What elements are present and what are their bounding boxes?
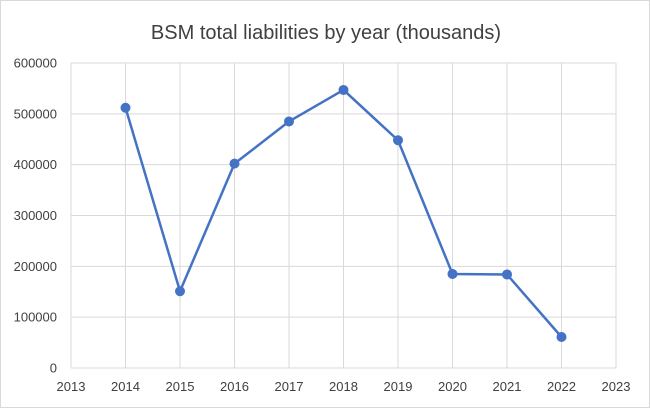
series-layer [120, 84, 567, 342]
x-axis-ticks: 2013 2014 2015 2016 2017 2018 2019 2020 2021 2022… [57, 379, 631, 394]
y-tick-label: 400000 [14, 157, 57, 172]
data-point [556, 331, 567, 342]
x-tick-label: 2022 [547, 379, 576, 394]
x-tick-label: 2023 [602, 379, 631, 394]
data-point [338, 84, 349, 95]
gridlines [70, 62, 617, 369]
data-point [393, 135, 403, 146]
data-point [502, 269, 512, 280]
y-tick-label: 200000 [14, 259, 57, 274]
x-tick-label: 2019 [384, 379, 413, 394]
y-tick-label: 100000 [14, 310, 57, 325]
x-tick-label: 2020 [438, 379, 467, 394]
x-tick-label: 2015 [166, 379, 195, 394]
data-point [229, 158, 240, 169]
data-point [120, 102, 131, 113]
y-tick-label: 500000 [14, 106, 57, 121]
data-point [284, 116, 294, 127]
y-tick-label: 0 [50, 361, 57, 376]
y-tick-label: 600000 [14, 56, 57, 71]
x-tick-label: 2017 [275, 379, 304, 394]
x-tick-label: 2021 [493, 379, 522, 394]
x-tick-label: 2018 [329, 379, 358, 394]
y-axis-ticks: 0 100000 200000 300000 400000 500000 600000 [14, 56, 57, 376]
x-tick-label: 2014 [111, 379, 140, 394]
y-tick-label: 300000 [14, 208, 57, 223]
x-tick-label: 2013 [57, 379, 86, 394]
data-point [447, 268, 458, 279]
chart-title: BSM total liabilities by year (thousands… [151, 22, 501, 44]
x-tick-label: 2016 [220, 379, 249, 394]
data-point [175, 286, 185, 297]
